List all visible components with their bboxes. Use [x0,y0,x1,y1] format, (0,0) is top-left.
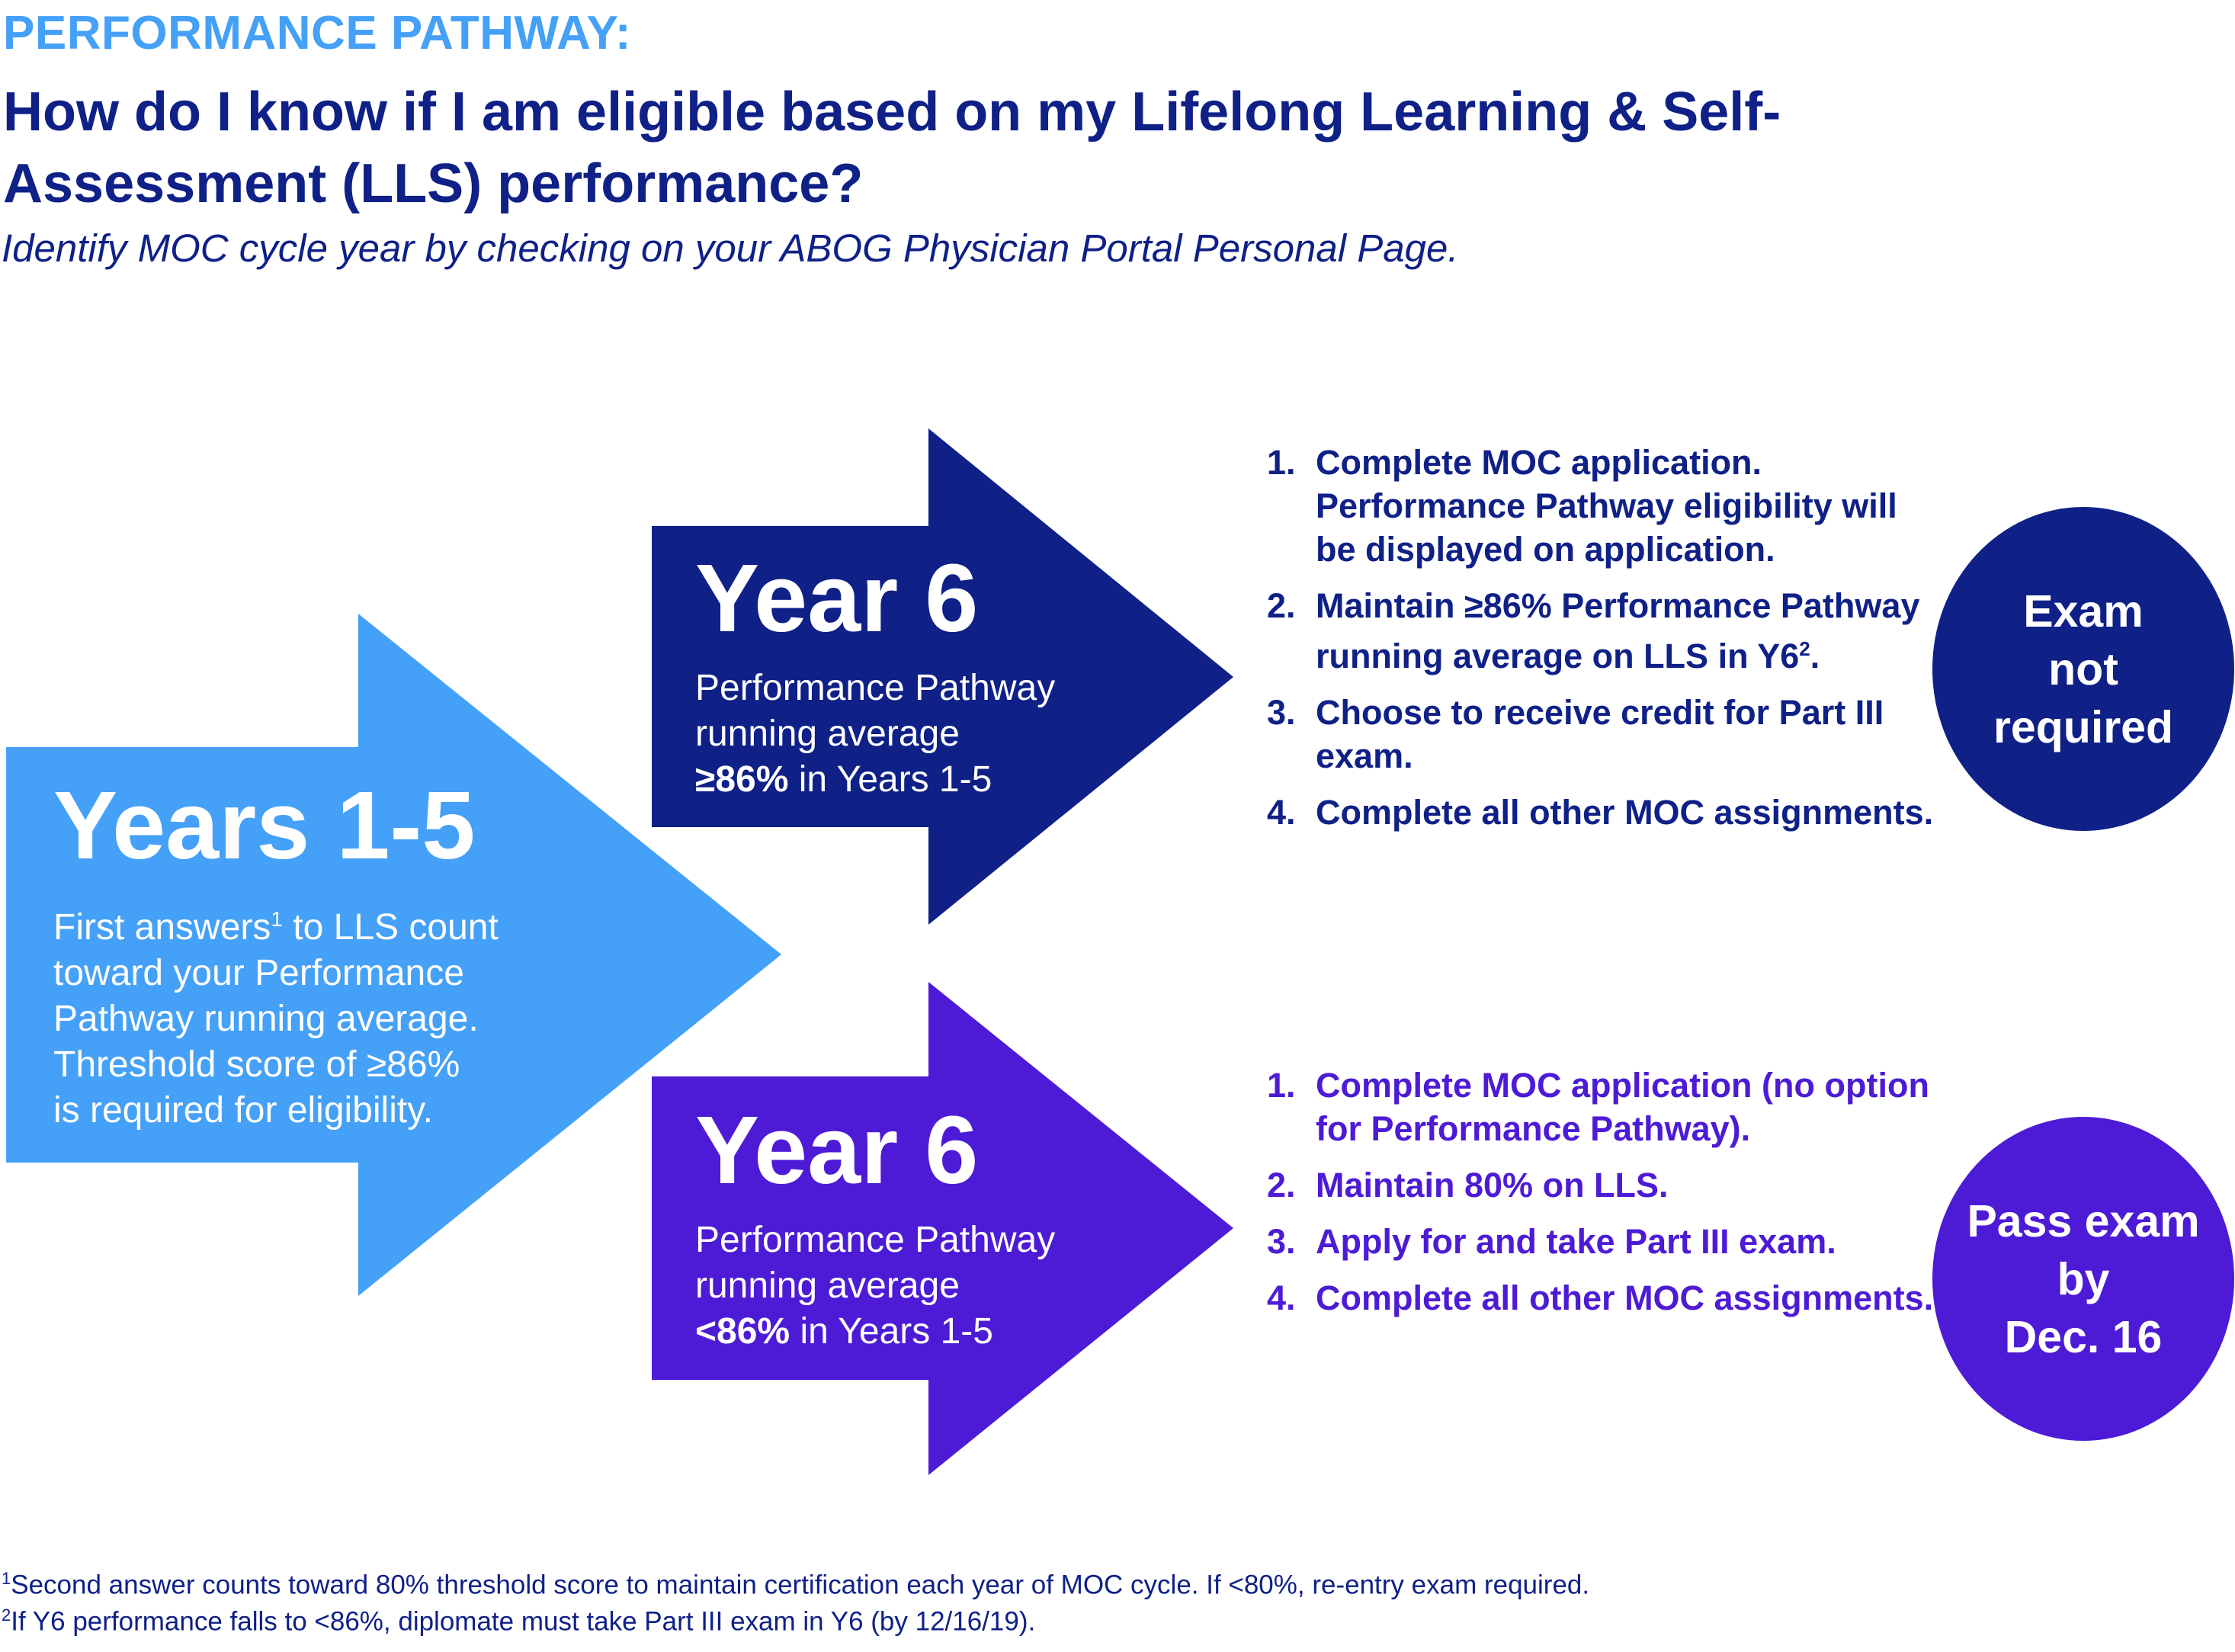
step-text-end: . [1810,637,1820,675]
years-1-5-line-2: toward your Performance [53,953,464,993]
year6-high-line-1: Performance Pathway [695,668,1056,708]
footnote-ref-2: 2 [1799,637,1810,660]
step-number: 1. [1267,443,1296,482]
list-item: 2. Maintain 80% on LLS. [1267,1163,1938,1207]
year6-low-line-2: running average [695,1265,960,1306]
year6-low-heading: Year 6 [695,1096,979,1204]
step-text: Complete MOC application. Performance Pa… [1316,443,1897,569]
outcome-line: Exam [2023,585,2144,637]
year6-high-description: Performance Pathway running average ≥86%… [695,666,1168,803]
outcome-pass-exam: Pass exam by Dec. 16 [1932,1117,2234,1441]
step-number: 1. [1267,1066,1296,1105]
list-item: 1. Complete MOC application. Performance … [1267,441,1938,571]
years-1-5-arrow [6,614,781,1296]
step-text: Maintain ≥86% Performance Pathway runnin… [1316,586,1920,675]
years-1-5-description: First answers1 to LLS count toward your … [53,897,602,1134]
step-number: 3. [1267,693,1296,732]
threshold-high: ≥86% [695,759,789,800]
step-text: Apply for and take Part III exam. [1316,1222,1836,1261]
step-text: Complete MOC application (no option for … [1316,1066,1929,1148]
step-number: 2. [1267,1166,1296,1205]
step-number: 4. [1267,793,1296,832]
outcome-exam-not-required: Exam not required [1932,507,2234,831]
page-title: How do I know if I am eligible based on … [3,82,1781,214]
year6-low-steps: 1. Complete MOC application (no option fo… [1267,1063,1938,1333]
years-1-5-line-4: Threshold score of ≥86% [53,1044,460,1085]
years-1-5-line-1: First answers1 to LLS count [53,897,602,951]
year6-high-line-2: running average [695,714,960,754]
year6-low-rest: in Years 1-5 [790,1311,993,1352]
kicker-heading: PERFORMANCE PATHWAY: [3,7,632,59]
step-number: 3. [1267,1222,1296,1261]
threshold-low: <86% [695,1311,790,1352]
step-text: Complete all other MOC assignments. [1316,793,1934,832]
step-text: Maintain 80% on LLS. [1316,1166,1669,1205]
year6-low-description: Performance Pathway running average <86%… [695,1217,1168,1355]
line-1-pre: First answers [53,907,271,948]
step-number: 4. [1267,1278,1296,1317]
year6-low-line-1: Performance Pathway [695,1220,1056,1260]
years-1-5-line-5: is required for eligibility. [53,1090,433,1131]
footnote-text: Second answer counts toward 80% threshol… [11,1570,1590,1600]
year6-low-line-3: <86% in Years 1-5 [695,1309,1168,1355]
list-item: 1. Complete MOC application (no option fo… [1267,1063,1938,1150]
footnote-1: 1Second answer counts toward 80% thresho… [2,1569,1589,1601]
outcome-line: by [2057,1253,2110,1304]
year6-high-arrow [652,428,1233,925]
year6-high-steps: 1. Complete MOC application. Performance … [1267,441,1938,847]
year6-high-line-3: ≥86% in Years 1-5 [695,757,1168,803]
step-number: 2. [1267,586,1296,625]
year6-high-heading: Year 6 [695,544,979,652]
footnote-2: 2If Y6 performance falls to <86%, diplom… [2,1605,1035,1638]
page-subtitle: Identify MOC cycle year by checking on y… [2,226,1459,270]
list-item: 3. Apply for and take Part III exam. [1267,1220,1938,1263]
footnote-marker: 2 [2,1605,11,1625]
footnote-ref-1: 1 [271,907,283,931]
list-item: 4. Complete all other MOC assignments. [1267,791,1938,834]
years-1-5-heading: Years 1-5 [53,771,476,879]
outcome-line: Dec. 16 [2004,1311,2163,1362]
outcome-line: not [2048,643,2118,694]
year6-low-arrow [652,982,1233,1475]
list-item: 3. Choose to receive credit for Part III … [1267,691,1938,778]
list-item: 4. Complete all other MOC assignments. [1267,1276,1938,1320]
step-text: Choose to receive credit for Part III ex… [1316,693,1884,775]
year6-high-rest: in Years 1-5 [788,759,992,800]
outcome-line: required [1993,701,2174,752]
outcome-line: Pass exam [1967,1195,2200,1246]
line-1-post: to LLS count [282,907,499,948]
years-1-5-line-3: Pathway running average. [53,999,479,1039]
footnote-text: If Y6 performance falls to <86%, diploma… [11,1606,1036,1637]
list-item: 2. Maintain ≥86% Performance Pathway runn… [1267,584,1938,678]
step-text: Complete all other MOC assignments. [1316,1278,1934,1317]
footnote-marker: 1 [2,1569,11,1588]
